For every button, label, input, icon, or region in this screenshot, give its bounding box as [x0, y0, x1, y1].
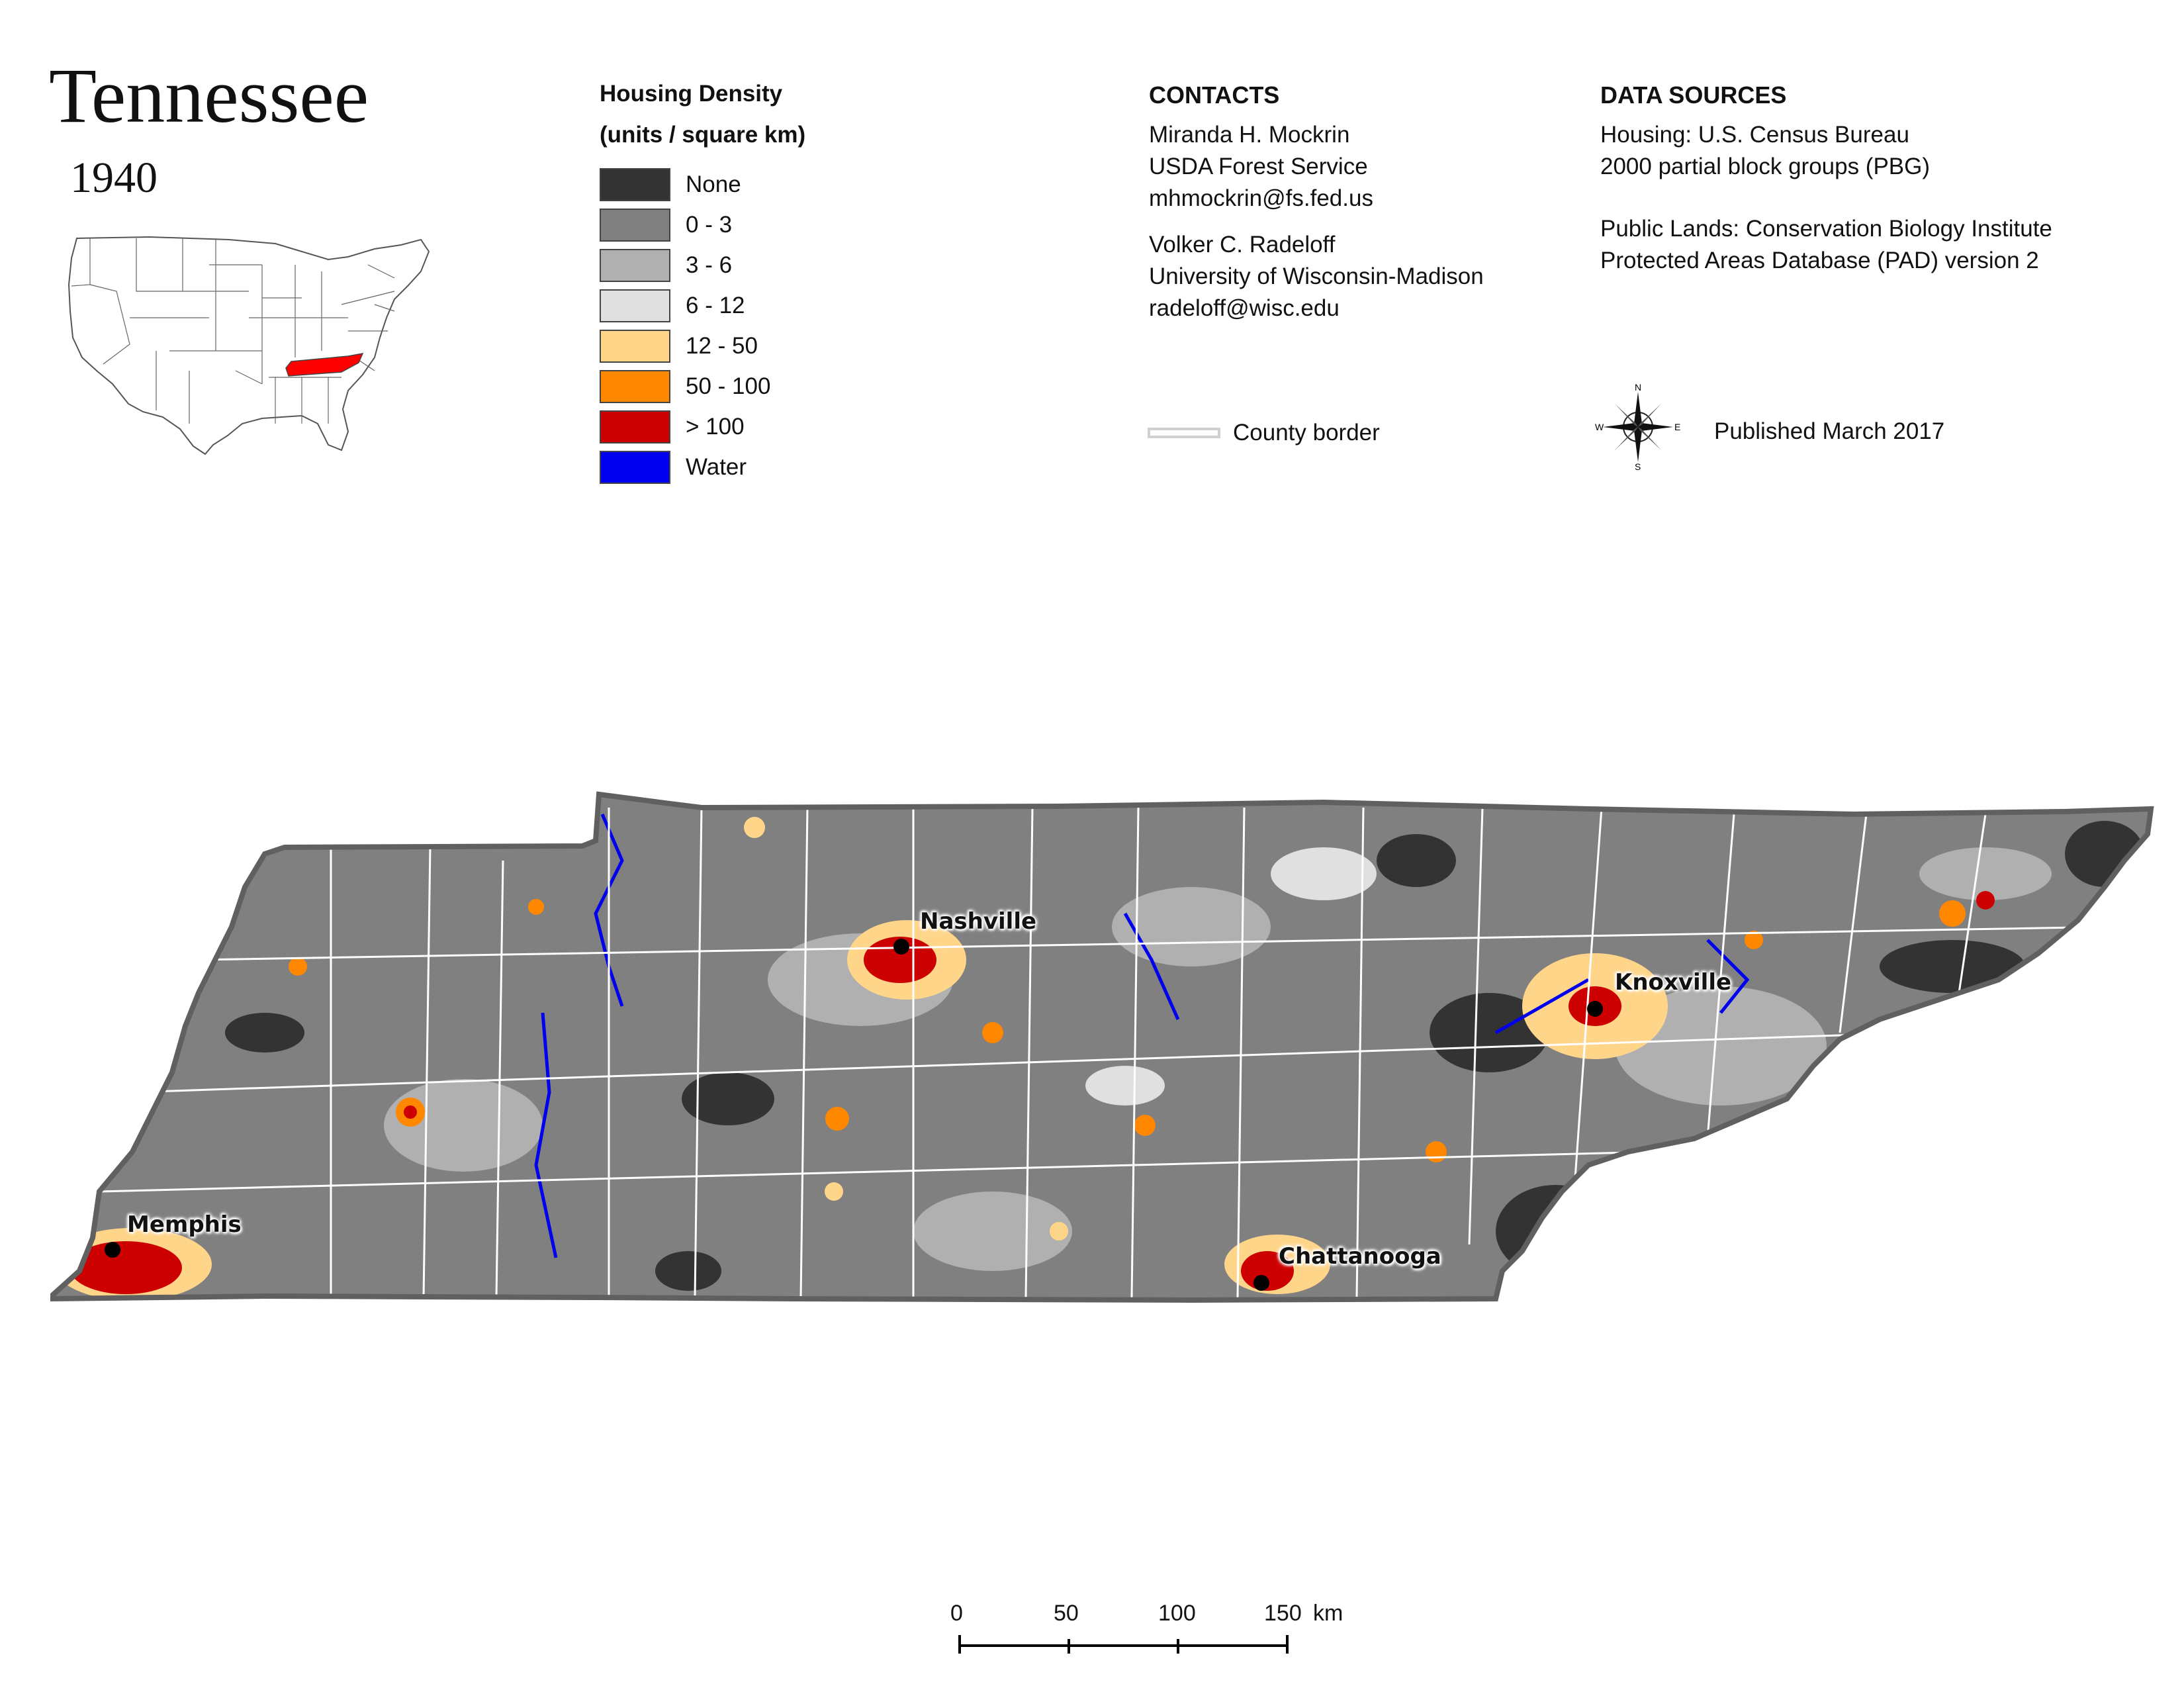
data-source-public-lands: Public Lands: Conservation Biology Insti…: [1600, 213, 2052, 277]
map-title: Tennessee: [49, 52, 369, 139]
data-source-line: 2000 partial block groups (PBG): [1600, 154, 1931, 179]
contacts-heading: CONTACTS: [1149, 81, 1280, 109]
legend-item-0-3: 0 - 3: [600, 205, 770, 245]
legend-label: 6 - 12: [686, 292, 745, 318]
city-label-knoxville: Knoxville: [1615, 969, 1732, 996]
legend-item-50-100: 50 - 100: [600, 366, 770, 406]
data-source-line: Protected Areas Database (PAD) version 2: [1600, 248, 2039, 273]
data-source-housing: Housing: U.S. Census Bureau 2000 partial…: [1600, 119, 1930, 183]
legend-swatch: [600, 289, 670, 322]
legend-swatch: [600, 208, 670, 242]
city-label-chattanooga: Chattanooga: [1279, 1243, 1441, 1270]
contact-org: USDA Forest Service: [1149, 154, 1368, 179]
legend-swatch: [600, 248, 670, 282]
data-source-line: Housing: U.S. Census Bureau: [1600, 122, 1909, 148]
contact-name: Volker C. Radeloff: [1149, 232, 1336, 258]
county-borders: [99, 807, 2118, 1298]
compass-e: E: [1674, 422, 1680, 432]
legend-item-none: None: [600, 164, 770, 205]
state-border: [50, 791, 2154, 1303]
city-label-memphis: Memphis: [127, 1211, 242, 1238]
scale-bar: [958, 1635, 1289, 1654]
county-border-swatch: [1148, 428, 1220, 438]
contact-name: Miranda H. Mockrin: [1149, 122, 1350, 148]
legend-label: 0 - 3: [686, 211, 733, 238]
data-sources-heading: DATA SOURCES: [1600, 81, 1787, 109]
scale-tick-150: 150: [1264, 1601, 1302, 1626]
legend-swatch: [600, 450, 670, 484]
compass-w: W: [1595, 422, 1604, 432]
contact-radeloff: Volker C. Radeloff University of Wiscons…: [1149, 229, 1484, 324]
legend-item-water: Water: [600, 447, 770, 487]
contact-mockrin: Miranda H. Mockrin USDA Forest Service m…: [1149, 119, 1373, 214]
legend-swatch: [600, 410, 670, 444]
legend-label: 50 - 100: [686, 373, 771, 399]
memphis-marker: [105, 1242, 120, 1258]
data-source-line: Public Lands: Conservation Biology Insti…: [1600, 216, 2052, 242]
state-fill: [53, 794, 2151, 1300]
scale-tick-0: 0: [950, 1601, 963, 1626]
legend-item-3-6: 3 - 6: [600, 245, 770, 285]
contact-email: radeloff@wisc.edu: [1149, 295, 1340, 321]
legend-label: Water: [686, 453, 747, 480]
compass-s: S: [1635, 461, 1641, 470]
density-patches: [225, 821, 2144, 1291]
water-features: [534, 814, 1750, 1258]
tennessee-highlight: [285, 353, 364, 377]
compass-rose-icon: N S W E: [1595, 384, 1680, 470]
chattanooga-marker: [1253, 1275, 1269, 1291]
legend-swatch: [600, 369, 670, 403]
legend-swatch: [600, 329, 670, 363]
map-year: 1940: [70, 154, 158, 202]
contact-email: mhmockrin@fs.fed.us: [1149, 185, 1373, 211]
us-inset-map: [68, 236, 430, 455]
published-date: Published March 2017: [1714, 418, 1945, 444]
legend-label: 12 - 50: [686, 332, 758, 359]
legend-label: > 100: [686, 413, 745, 440]
compass-n: N: [1635, 384, 1641, 393]
scale-unit: km: [1313, 1601, 1343, 1626]
legend-item-12-50: 12 - 50: [600, 326, 770, 366]
scale-tick-50: 50: [1054, 1601, 1079, 1626]
legend-units: (units / square km): [600, 122, 806, 148]
city-label-nashville: Nashville: [920, 908, 1037, 935]
legend-title: Housing Density: [600, 81, 783, 107]
legend-item-over-100: > 100: [600, 406, 770, 447]
legend-swatch: [600, 167, 670, 201]
knoxville-marker: [1587, 1001, 1603, 1017]
county-border-label: County border: [1233, 420, 1380, 445]
legend-item-6-12: 6 - 12: [600, 285, 770, 326]
nashville-marker: [893, 939, 909, 955]
legend: None 0 - 3 3 - 6 6 - 12 12 - 50 50 - 100…: [600, 164, 770, 487]
legend-label: None: [686, 171, 741, 197]
contact-org: University of Wisconsin-Madison: [1149, 263, 1484, 289]
scale-tick-100: 100: [1158, 1601, 1196, 1626]
legend-label: 3 - 6: [686, 252, 733, 278]
